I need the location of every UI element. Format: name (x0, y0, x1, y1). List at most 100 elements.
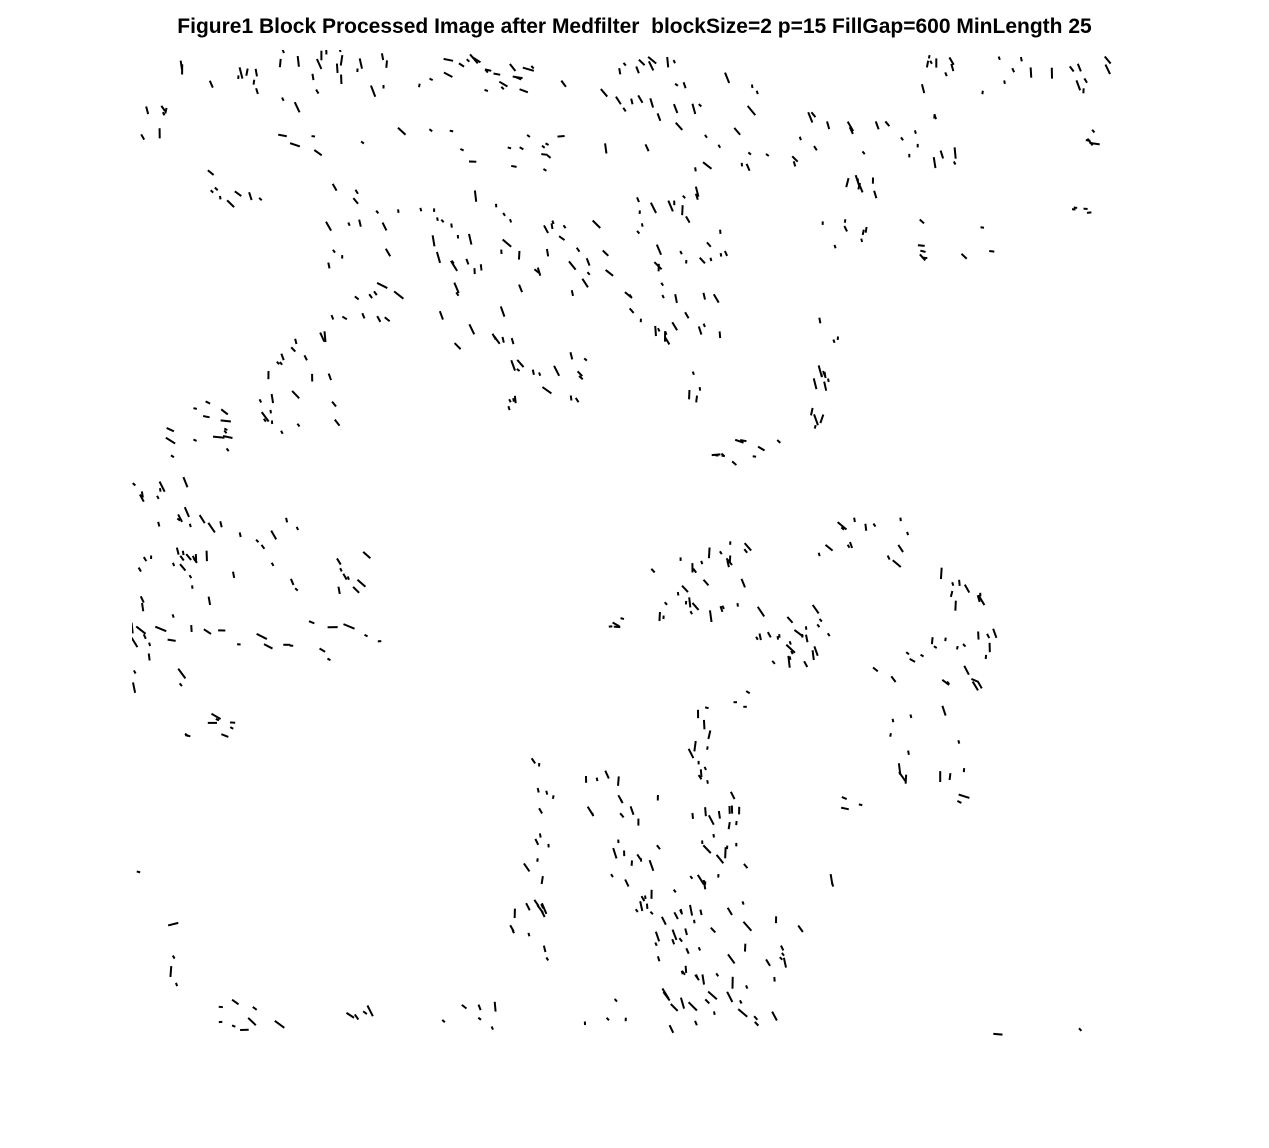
edge-fragment (807, 111, 814, 123)
edge-fragment (622, 62, 627, 67)
edge-fragment (160, 105, 166, 112)
edge-fragment (790, 650, 794, 655)
edge-fragment (680, 970, 684, 975)
edge-fragment (313, 149, 323, 157)
edge-fragment (519, 146, 524, 151)
edge-fragment (698, 256, 706, 265)
edge-fragment (920, 83, 926, 94)
edge-fragment (933, 113, 937, 120)
edge-fragment (619, 812, 625, 819)
edge-fragment (787, 655, 791, 668)
edge-fragment (811, 604, 820, 614)
edge-fragment (538, 372, 542, 377)
edge-fragment (270, 530, 278, 540)
edge-fragment (511, 164, 517, 168)
edge-fragment (171, 614, 175, 618)
edge-fragment (673, 103, 679, 114)
edge-fragment (977, 681, 983, 689)
edge-fragment (1104, 64, 1111, 75)
edge-fragment (568, 260, 577, 271)
edge-fragment (905, 651, 910, 656)
edge-fragment (140, 133, 146, 141)
edge-fragment (846, 544, 851, 549)
edge-fragment (210, 712, 222, 720)
edge-fragment (758, 633, 762, 641)
edge-fragment (531, 369, 535, 375)
edge-fragment (781, 952, 785, 957)
edge-fragment (294, 587, 299, 592)
edge-fragment (745, 984, 749, 990)
edge-fragment (569, 351, 574, 360)
edge-fragment (184, 732, 189, 737)
edge-fragment (754, 1021, 760, 1027)
edge-fragment (745, 163, 751, 172)
edge-map-canvas (132, 50, 1112, 1036)
edge-fragment (137, 567, 142, 573)
edge-fragment (678, 937, 683, 943)
edge-fragment (765, 958, 771, 967)
edge-fragment (699, 769, 703, 778)
edge-fragment (139, 595, 145, 604)
edge-fragment (545, 956, 550, 961)
edge-fragment (602, 249, 610, 257)
edge-fragment (212, 435, 225, 439)
edge-fragment (260, 411, 270, 423)
edge-fragment (490, 1026, 494, 1031)
edge-fragment (262, 418, 267, 423)
edge-fragment (791, 155, 799, 163)
edge-fragment (708, 610, 713, 623)
edge-fragment (1075, 80, 1082, 91)
edge-fragment (628, 307, 635, 314)
edge-fragment (586, 271, 591, 276)
edge-fragment (743, 542, 752, 552)
edge-fragment (1019, 56, 1023, 62)
edge-fragment (140, 491, 144, 498)
edge-fragment (358, 58, 363, 69)
edge-fragment (650, 568, 656, 574)
edge-fragment (296, 55, 300, 67)
edge-fragment (278, 58, 282, 68)
edge-fragment (540, 902, 548, 915)
edge-fragment (818, 618, 823, 623)
edge-fragment (238, 532, 242, 538)
edge-fragment (925, 60, 930, 68)
edge-fragment (325, 221, 332, 232)
edge-fragment (530, 65, 535, 70)
edge-fragment (232, 571, 236, 579)
edge-fragment (747, 151, 752, 156)
edge-fragment (663, 601, 668, 606)
edge-fragment (530, 757, 536, 764)
edge-fragment (771, 660, 776, 665)
edge-fragment (679, 997, 686, 1009)
edge-fragment (724, 72, 731, 84)
edge-fragment (649, 202, 657, 214)
edge-fragment (689, 904, 694, 916)
edge-fragment (892, 559, 902, 568)
edge-fragment (654, 942, 658, 947)
edge-fragment (289, 578, 295, 586)
edge-fragment (435, 251, 442, 264)
edge-fragment (459, 148, 465, 152)
edge-fragment (339, 54, 344, 66)
edge-fragment (214, 186, 219, 192)
edge-fragment (788, 640, 792, 645)
edge-fragment (1068, 65, 1075, 73)
edge-fragment (731, 460, 738, 466)
edge-fragment (295, 526, 300, 531)
edge-fragment (509, 218, 513, 223)
edge-fragment (315, 58, 323, 70)
edge-fragment (742, 921, 753, 932)
edge-fragment (280, 430, 284, 435)
edge-fragment (185, 553, 192, 561)
edge-fragment (352, 586, 360, 594)
edge-fragment (508, 398, 512, 403)
edge-fragment (545, 790, 549, 795)
edge-fragment (636, 853, 642, 861)
edge-fragment (622, 107, 627, 112)
edge-fragment (323, 331, 327, 343)
edge-fragment (451, 260, 455, 265)
edge-fragment (345, 1012, 355, 1019)
edge-fragment (694, 186, 700, 198)
edge-fragment (331, 400, 337, 408)
edge-fragment (977, 594, 986, 606)
